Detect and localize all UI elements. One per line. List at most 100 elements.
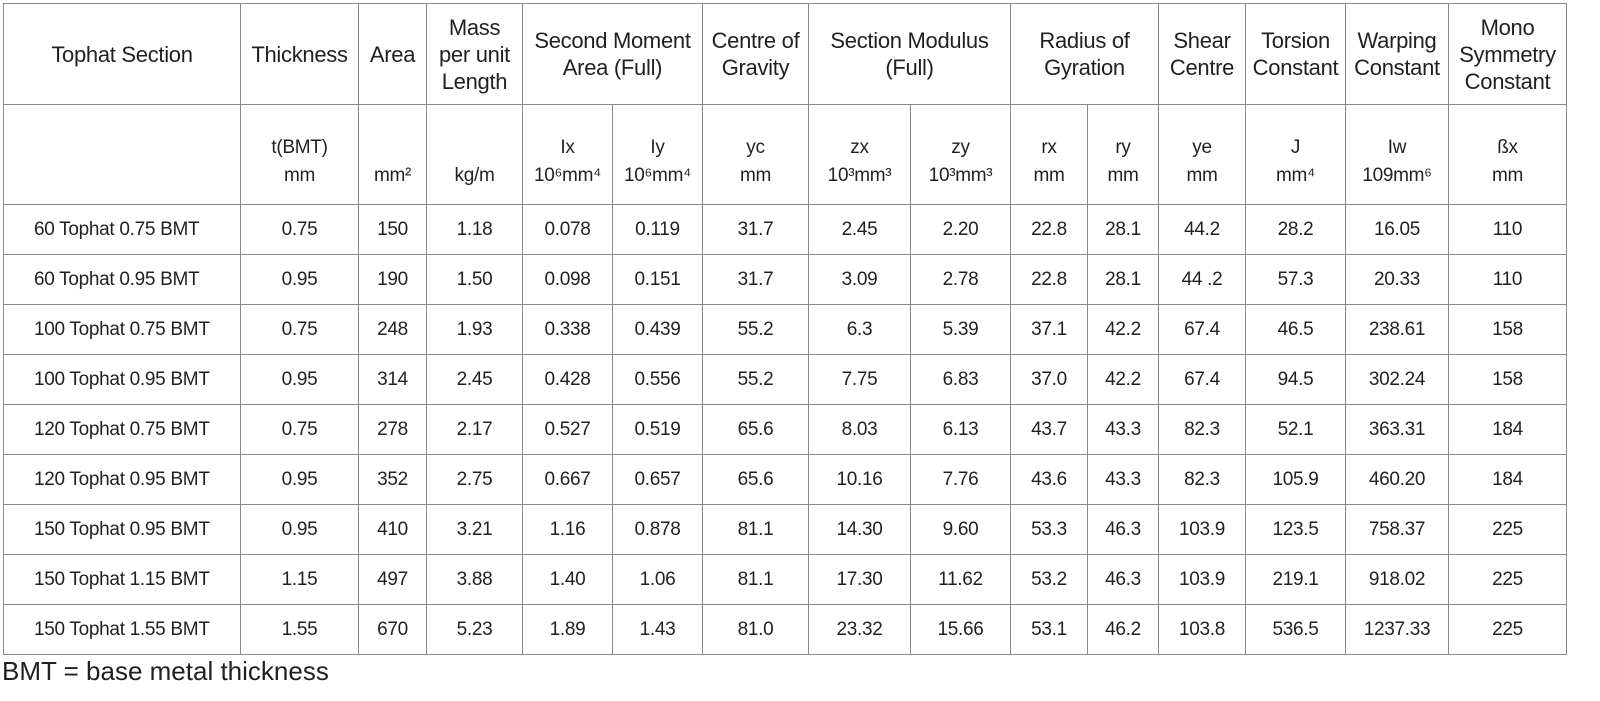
cell: 1.55 xyxy=(240,604,359,655)
column-header: Centre of Gravity xyxy=(702,3,809,105)
row: 60 Tophat 0.95 BMT 0.95 190 1.50 0.098 0.151 3… xyxy=(3,254,1567,305)
unit-header: t(BMT) mm xyxy=(240,104,359,205)
cell: 190 xyxy=(358,254,427,305)
cell: 0.338 xyxy=(522,304,613,355)
cell: 82.3 xyxy=(1158,404,1246,455)
unit-header: Iy 10⁶mm⁴ xyxy=(612,104,703,205)
row: 150 Tophat 0.95 BMT 0.95 410 3.21 1.16 0.878 8… xyxy=(3,504,1567,555)
cell: 248 xyxy=(358,304,427,355)
section-name: 60 Tophat 0.75 BMT xyxy=(3,204,241,255)
cell: 81.1 xyxy=(702,504,809,555)
unit-header: rx mm xyxy=(1010,104,1088,205)
cell: 158 xyxy=(1448,304,1567,355)
cell: 0.95 xyxy=(240,454,359,505)
cell: 158 xyxy=(1448,354,1567,405)
row: 150 Tophat 1.55 BMT 1.55 670 5.23 1.89 1.43 81… xyxy=(3,604,1567,655)
unit-header: Ix 10⁶mm⁴ xyxy=(522,104,613,205)
cell: 105.9 xyxy=(1245,454,1346,505)
cell: 0.098 xyxy=(522,254,613,305)
cell: 3.21 xyxy=(426,504,523,555)
unit-header: zy 10³mm³ xyxy=(910,104,1011,205)
cell: 0.428 xyxy=(522,354,613,405)
unit-header xyxy=(3,104,241,205)
cell: 46.3 xyxy=(1087,554,1159,605)
cell: 43.3 xyxy=(1087,454,1159,505)
cell: 5.39 xyxy=(910,304,1011,355)
section-name: 120 Tophat 0.75 BMT xyxy=(3,404,241,455)
cell: 22.8 xyxy=(1010,254,1088,305)
cell: 103.8 xyxy=(1158,604,1246,655)
cell: 2.45 xyxy=(808,204,911,255)
cell: 20.33 xyxy=(1345,254,1449,305)
cell: 44.2 xyxy=(1158,204,1246,255)
cell: 5.23 xyxy=(426,604,523,655)
cell: 2.78 xyxy=(910,254,1011,305)
cell: 7.76 xyxy=(910,454,1011,505)
cell: 1.89 xyxy=(522,604,613,655)
column-header: Thickness xyxy=(240,3,359,105)
cell: 0.75 xyxy=(240,304,359,355)
unit-header: mm² xyxy=(358,104,427,205)
cell: 0.519 xyxy=(612,404,703,455)
unit-header: yc mm xyxy=(702,104,809,205)
column-header: Torsion Constant xyxy=(1245,3,1346,105)
unit-header: ry mm xyxy=(1087,104,1159,205)
cell: 37.1 xyxy=(1010,304,1088,355)
cell: 0.439 xyxy=(612,304,703,355)
cell: 3.88 xyxy=(426,554,523,605)
cell: 46.5 xyxy=(1245,304,1346,355)
cell: 1.18 xyxy=(426,204,523,255)
cell: 1.93 xyxy=(426,304,523,355)
table-body: 60 Tophat 0.75 BMT 0.75 150 1.18 0.078 0.119 3… xyxy=(3,204,1567,655)
cell: 2.75 xyxy=(426,454,523,505)
cell: 82.3 xyxy=(1158,454,1246,505)
cell: 0.078 xyxy=(522,204,613,255)
row: 60 Tophat 0.75 BMT 0.75 150 1.18 0.078 0.119 3… xyxy=(3,204,1567,255)
cell: 8.03 xyxy=(808,404,911,455)
cell: 65.6 xyxy=(702,454,809,505)
cell: 46.2 xyxy=(1087,604,1159,655)
cell: 110 xyxy=(1448,254,1567,305)
cell: 0.95 xyxy=(240,254,359,305)
cell: 410 xyxy=(358,504,427,555)
cell: 1.15 xyxy=(240,554,359,605)
cell: 43.6 xyxy=(1010,454,1088,505)
cell: 352 xyxy=(358,454,427,505)
column-header: Mono Symmetry Constant xyxy=(1448,3,1567,105)
cell: 363.31 xyxy=(1345,404,1449,455)
column-header: Second Moment Area (Full) xyxy=(522,3,703,105)
column-header: Radius of Gyration xyxy=(1010,3,1159,105)
column-header: Shear Centre xyxy=(1158,3,1246,105)
cell: 28.2 xyxy=(1245,204,1346,255)
cell: 11.62 xyxy=(910,554,1011,605)
row: 100 Tophat 0.75 BMT 0.75 248 1.93 0.338 0.439… xyxy=(3,304,1567,355)
cell: 55.2 xyxy=(702,354,809,405)
row: 120 Tophat 0.75 BMT 0.75 278 2.17 0.527 0.519… xyxy=(3,404,1567,455)
section-name: 120 Tophat 0.95 BMT xyxy=(3,454,241,505)
cell: 225 xyxy=(1448,604,1567,655)
cell: 43.7 xyxy=(1010,404,1088,455)
cell: 670 xyxy=(358,604,427,655)
cell: 65.6 xyxy=(702,404,809,455)
cell: 81.1 xyxy=(702,554,809,605)
cell: 2.20 xyxy=(910,204,1011,255)
row: 100 Tophat 0.95 BMT 0.95 314 2.45 0.428 0.556… xyxy=(3,354,1567,405)
cell: 31.7 xyxy=(702,254,809,305)
section-name: 150 Tophat 0.95 BMT xyxy=(3,504,241,555)
cell: 103.9 xyxy=(1158,504,1246,555)
column-header: Area xyxy=(358,3,427,105)
cell: 55.2 xyxy=(702,304,809,355)
cell: 0.95 xyxy=(240,354,359,405)
cell: 22.8 xyxy=(1010,204,1088,255)
row: 120 Tophat 0.95 BMT 0.95 352 2.75 0.667 0.657… xyxy=(3,454,1567,505)
cell: 23.32 xyxy=(808,604,911,655)
cell: 497 xyxy=(358,554,427,605)
cell: 42.2 xyxy=(1087,354,1159,405)
cell: 44 .2 xyxy=(1158,254,1246,305)
cell: 225 xyxy=(1448,554,1567,605)
cell: 1.50 xyxy=(426,254,523,305)
unit-header: ßx mm xyxy=(1448,104,1567,205)
cell: 110 xyxy=(1448,204,1567,255)
cell: 0.878 xyxy=(612,504,703,555)
